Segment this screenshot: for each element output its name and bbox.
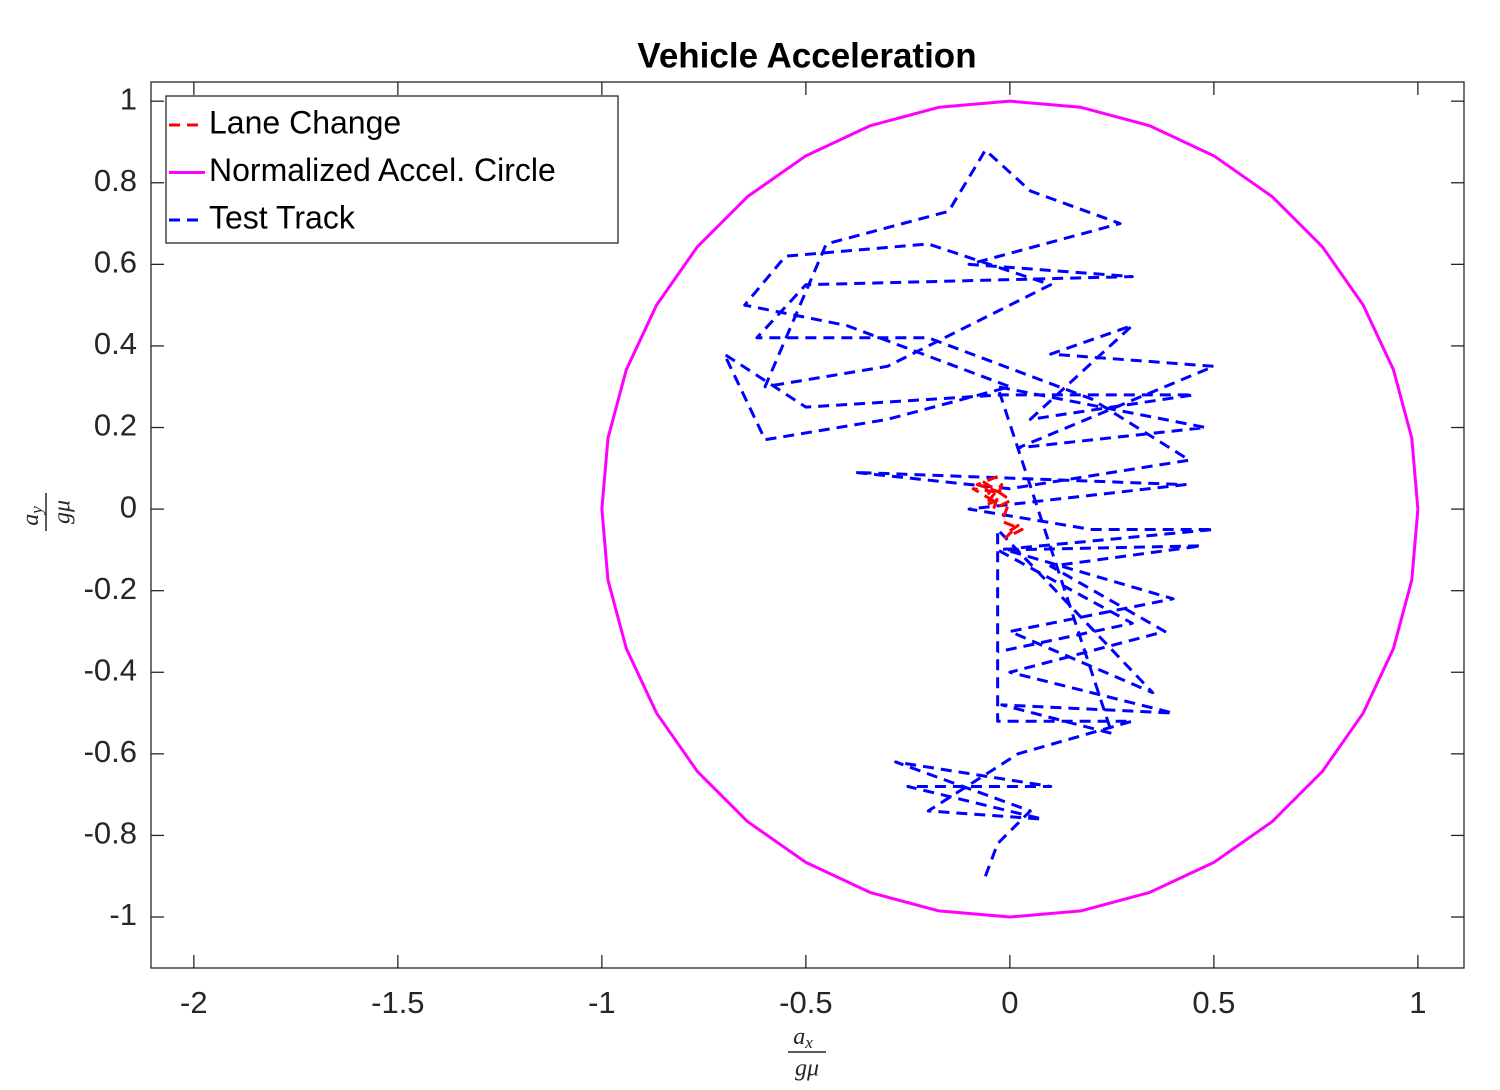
- x-tick-label: 0: [1001, 985, 1018, 1020]
- series-line: [722, 148, 1216, 877]
- x-tick-label: -0.5: [779, 985, 832, 1020]
- x-tick-label: 1: [1409, 985, 1426, 1020]
- axis-label-numerator: ay: [18, 506, 46, 526]
- chart-title: Vehicle Acceleration: [637, 36, 976, 75]
- y-tick-label: -0.2: [84, 571, 137, 606]
- legend-label: Lane Change: [209, 104, 401, 140]
- legend: Lane Change Normalized Accel. Circle Test …: [165, 95, 619, 244]
- series-line: [971, 475, 1024, 540]
- y-tick-label: 0.2: [94, 408, 137, 443]
- plot-area: [600, 99, 1420, 919]
- axis-label-denominator: gμ: [50, 500, 76, 524]
- x-tick-label: -1: [588, 985, 616, 1020]
- legend-label: Normalized Accel. Circle: [209, 152, 556, 188]
- series-line: [600, 99, 1420, 919]
- x-tick-label: -1.5: [371, 985, 424, 1020]
- axis-label-var: a: [18, 514, 44, 526]
- y-tick-label: -1: [109, 897, 137, 932]
- xlabel-label: ax gμ: [788, 1024, 826, 1082]
- y-tick-label: -0.6: [84, 734, 137, 769]
- x-tick-label: 0.5: [1192, 985, 1235, 1020]
- ylabel-label: ay gμ: [18, 493, 76, 531]
- legend-box: [165, 95, 619, 244]
- axis-label-var: a: [793, 1024, 805, 1050]
- x-tick-label: -2: [180, 985, 208, 1020]
- axis-label-numerator: ax: [793, 1024, 813, 1052]
- y-tick-label: 0: [120, 489, 137, 524]
- axis-label-denominator: gμ: [795, 1056, 819, 1082]
- axis-label-sub: y: [27, 506, 46, 516]
- axis-label-sub: x: [804, 1033, 813, 1052]
- y-tick-label: -0.4: [84, 652, 137, 687]
- y-tick-label: 0.8: [94, 163, 137, 198]
- y-tick-label: 1: [120, 81, 137, 116]
- axes-box: [150, 81, 1465, 969]
- y-tick-label: 0.6: [94, 245, 137, 280]
- legend-label: Test Track: [209, 199, 356, 235]
- y-tick-label: 0.4: [94, 326, 137, 361]
- y-tick-label: -0.8: [84, 816, 137, 851]
